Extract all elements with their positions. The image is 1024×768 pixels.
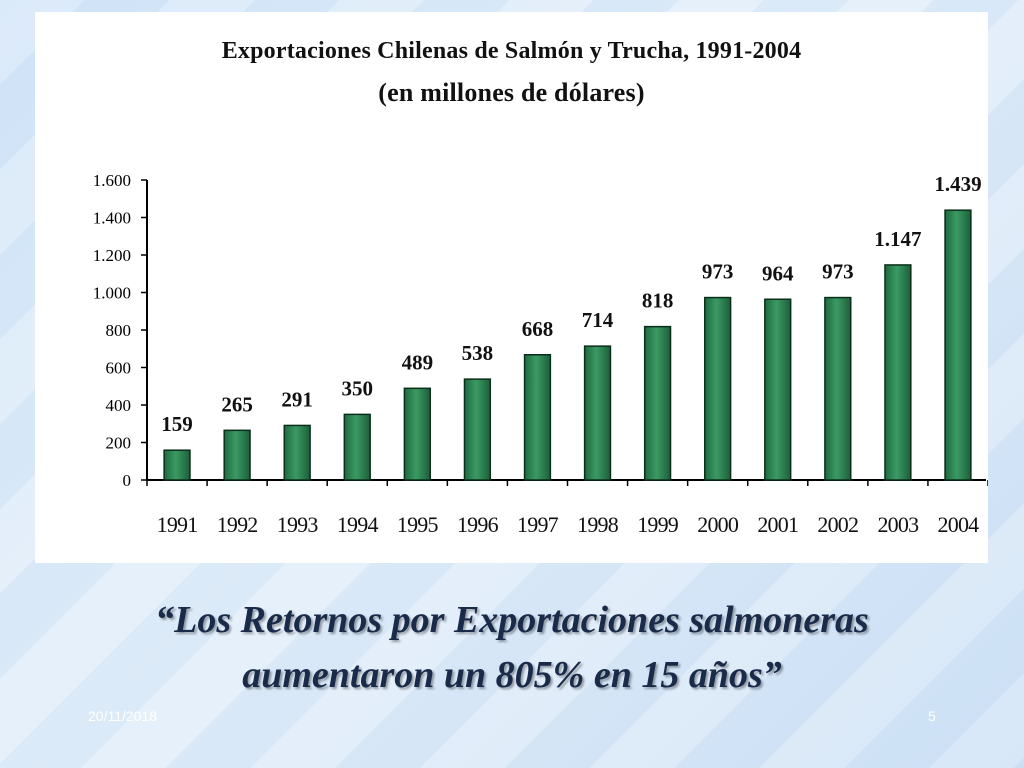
x-tick-label-1999: 1999 <box>637 512 679 537</box>
data-label-2003: 1.147 <box>874 227 921 251</box>
bar-1999 <box>643 325 672 481</box>
y-tick-label: 1.000 <box>93 284 131 303</box>
quote-line-2: aumentaron un 805% en 15 años” <box>242 654 782 696</box>
bar-1997 <box>523 354 552 481</box>
x-tick-label-1992: 1992 <box>217 512 258 537</box>
bar-chart: 0 200 400 600 800 1.000 1.200 1.400 1.600 159 199… <box>93 171 988 537</box>
x-tick-label-1998: 1998 <box>577 512 619 537</box>
data-label-2004: 1.439 <box>934 172 981 196</box>
bar-1994 <box>343 413 371 481</box>
quote-line-1: “Los Retornos por Exportaciones salmoner… <box>155 599 869 641</box>
data-label-1995: 489 <box>402 350 434 374</box>
x-tick-label-1993: 1993 <box>277 512 319 537</box>
x-tick-label-2002: 2002 <box>817 512 858 537</box>
data-label-1991: 159 <box>161 412 193 436</box>
y-tick-label: 1.400 <box>93 209 131 228</box>
chart-title: Exportaciones Chilenas de Salmón y Truch… <box>221 38 802 64</box>
data-label-1994: 350 <box>342 376 374 400</box>
slide-page-number: 5 <box>928 708 936 724</box>
y-tick-label: 200 <box>106 434 132 453</box>
data-label-2000: 973 <box>702 260 734 284</box>
x-tick-label-1997: 1997 <box>517 512 559 537</box>
bar-1998 <box>583 345 612 481</box>
bar-1995 <box>403 387 431 481</box>
y-tick-label: 400 <box>106 396 132 415</box>
data-label-2001: 964 <box>762 261 794 285</box>
bar-1991 <box>163 449 191 481</box>
chart-subtitle: (en millones de dólares) <box>378 78 645 107</box>
y-tick-label: 600 <box>106 359 132 378</box>
x-tick-label-1995: 1995 <box>397 512 439 537</box>
bar-1996 <box>463 378 492 481</box>
slide-date: 20/11/2018 <box>88 708 158 724</box>
data-label-1997: 668 <box>522 317 554 341</box>
bar-2001 <box>764 298 792 481</box>
data-label-1993: 291 <box>281 387 313 411</box>
bar-2004 <box>944 209 972 481</box>
chart-panel: Exportaciones Chilenas de Salmón y Truch… <box>35 12 988 563</box>
data-label-1996: 538 <box>462 341 494 365</box>
x-tick-label-2004: 2004 <box>938 512 980 537</box>
x-tick-label-2003: 2003 <box>877 512 919 537</box>
bar-2003 <box>884 264 912 481</box>
data-label-1999: 818 <box>642 289 674 313</box>
data-label-1998: 714 <box>582 308 614 332</box>
y-tick-label: 1.600 <box>93 171 131 190</box>
y-tick-label: 800 <box>106 321 132 340</box>
bar-1993 <box>283 424 311 481</box>
x-tick-label-2000: 2000 <box>697 512 739 537</box>
bar-2002 <box>824 296 852 481</box>
bar-1992 <box>223 429 251 481</box>
data-label-1992: 265 <box>221 392 253 416</box>
x-tick-label-1994: 1994 <box>337 512 379 537</box>
y-tick-label: 1.200 <box>93 246 131 265</box>
x-tick-label-2001: 2001 <box>757 512 798 537</box>
bar-2000 <box>704 296 732 481</box>
x-tick-label-1996: 1996 <box>457 512 499 537</box>
x-tick-label-1991: 1991 <box>157 512 198 537</box>
y-tick-label: 0 <box>123 471 132 490</box>
data-label-2002: 973 <box>822 260 854 284</box>
